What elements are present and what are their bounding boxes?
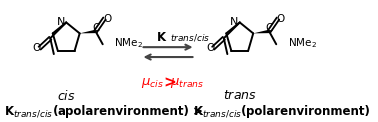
Text: (: (: [49, 105, 58, 118]
Text: $\mu_{\mathit{cis}}$: $\mu_{\mathit{cis}}$: [141, 76, 164, 90]
Text: O: O: [277, 14, 285, 24]
Text: K: K: [194, 105, 203, 118]
Text: O: O: [206, 43, 215, 53]
Text: $\mathit{trans/cis}$: $\mathit{trans/cis}$: [13, 108, 53, 119]
Text: NMe$_2$: NMe$_2$: [114, 36, 143, 50]
Text: $\mathit{trans}$: $\mathit{trans}$: [223, 89, 257, 102]
Text: C: C: [92, 23, 99, 33]
Text: environment) >: environment) >: [94, 105, 206, 118]
Text: environment): environment): [276, 105, 370, 118]
Text: $\mathit{trans/cis}$: $\mathit{trans/cis}$: [202, 108, 242, 119]
Text: $\mathit{trans/cis}$: $\mathit{trans/cis}$: [170, 32, 210, 43]
Text: $\mathit{cis}$: $\mathit{cis}$: [57, 89, 76, 103]
Text: C: C: [265, 23, 273, 33]
Text: $\mu_{\mathit{trans}}$: $\mu_{\mathit{trans}}$: [170, 76, 204, 90]
Polygon shape: [253, 30, 270, 33]
Text: K: K: [5, 105, 14, 118]
Text: >: >: [163, 75, 176, 90]
Text: (: (: [237, 105, 247, 118]
Text: apolar: apolar: [57, 105, 99, 118]
Text: NMe$_2$: NMe$_2$: [288, 36, 317, 50]
Text: O: O: [33, 43, 41, 53]
Text: N: N: [230, 17, 239, 27]
Text: K: K: [156, 31, 166, 44]
Text: O: O: [103, 14, 111, 24]
Polygon shape: [80, 30, 96, 33]
Text: N: N: [57, 17, 65, 27]
Text: polar: polar: [246, 105, 280, 118]
